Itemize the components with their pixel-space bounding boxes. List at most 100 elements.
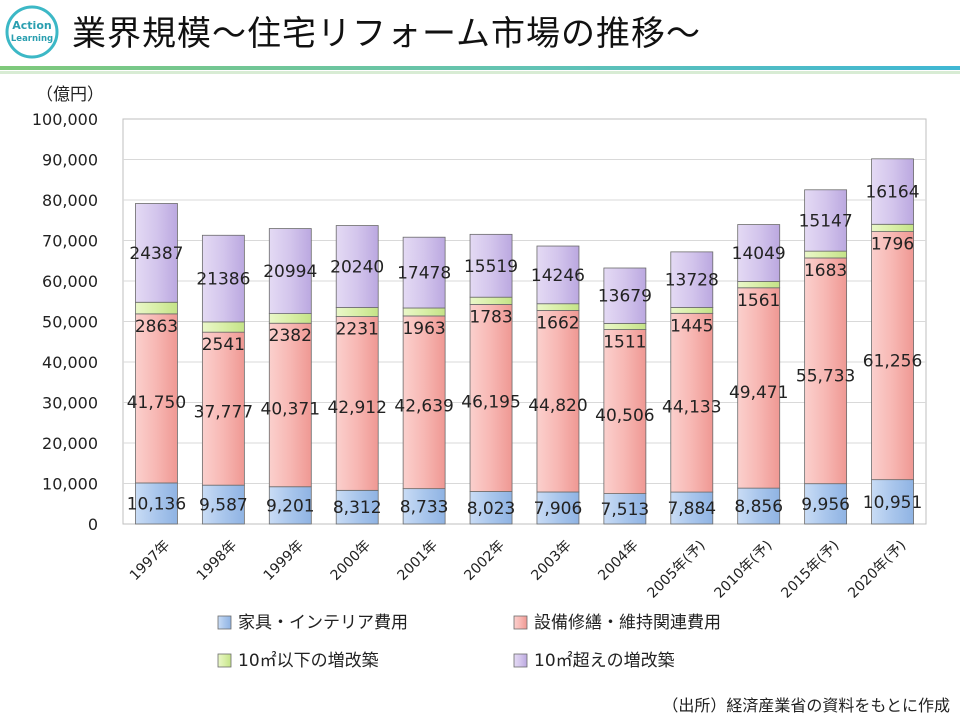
data-label: 1963 [402,319,445,339]
x-tick-label: 1998年 [194,538,240,584]
bar-segment [871,158,914,225]
bar-stack: 10,951 61,256 1796 16164 [863,158,922,525]
x-tick-label: 2001年 [395,538,441,584]
data-label: 8,856 [734,497,783,517]
bar-segment [201,321,245,333]
bar-segment [335,225,379,308]
y-tick-label: 10,000 [42,475,98,494]
data-label: 1561 [737,291,780,311]
bar-segment [135,313,178,484]
data-label: 7,513 [601,500,650,520]
bar-segment [135,301,178,315]
data-label: 10,951 [863,493,922,513]
data-label: 1783 [469,307,512,327]
gridlines [123,159,926,484]
x-tick-label: 2010年(予) [711,538,775,602]
bar-segment [335,307,379,317]
renovation-market-chart: （億円） 0 10,000 20,000 30,000 40,000 50,000 60,0… [32,85,927,671]
data-label: 42,639 [394,397,453,417]
data-label: 24387 [129,244,183,264]
data-label: 7,884 [667,499,716,519]
bar-segment [603,323,647,330]
bar-segment [469,296,513,305]
bar-segment [804,189,848,252]
data-label: 41,750 [127,393,186,413]
bar-stack: 7,513 40,506 1511 13679 [595,267,655,525]
bar-segment [603,267,647,324]
bar-segment [670,251,714,308]
data-label: 1683 [804,261,847,281]
data-label: 8,312 [333,498,382,518]
bar-segment [670,491,714,525]
y-unit-label: （億円） [36,85,104,105]
data-label: 1662 [536,313,579,333]
data-label: 21386 [196,270,250,290]
data-label: 20994 [263,262,317,282]
bar-segment [804,257,848,485]
x-tick-label: 1997年 [127,538,173,584]
data-label: 15147 [799,211,853,231]
bar-stack: 9,956 55,733 1683 15147 [796,189,855,525]
bar-segment [135,482,178,525]
legend-item: 設備修繕・維持関連費用 [513,613,721,633]
legend-swatch [217,615,232,630]
x-tick-label: 2000年 [328,538,374,584]
x-axis: 1997年 1998年 1999年 2000年 2001年 2002年 2003年 2004年… [127,538,909,602]
legend-swatch [513,653,528,668]
x-tick-label: 2003年 [528,538,574,584]
action-learning-logo: Action Learning [5,5,59,59]
bar-segment [536,491,580,525]
data-label: 1445 [670,316,713,336]
data-label: 8,023 [467,499,516,519]
data-label: 61,256 [863,352,922,372]
x-tick-label: 2020年(予) [845,538,909,602]
bar-segment [536,303,580,311]
x-tick-label: 2002年 [461,538,507,584]
title-underline [0,66,960,74]
bar-segment [469,304,513,492]
bar-segment [536,245,580,305]
bar-segment [804,483,848,525]
data-label: 9,201 [266,496,315,516]
bar-segment [737,487,781,525]
legend-item: 家具・インテリア費用 [217,613,408,633]
bar-stack: 9,587 37,777 2541 21386 [194,234,253,525]
data-label: 46,195 [461,393,520,413]
bar-segment [268,313,312,324]
x-tick-label: 1999年 [261,538,307,584]
legend-swatch [217,653,232,668]
bar-segment [670,307,714,314]
bar-segment [201,484,245,525]
data-label: 13679 [598,287,652,307]
bar-stack: 8,733 42,639 1963 17478 [394,236,454,525]
bar-segment [268,322,312,488]
data-label: 55,733 [796,366,855,386]
data-label: 2541 [202,335,245,355]
bar-segment [603,329,647,494]
data-label: 10,136 [127,494,186,514]
legend-label: 設備修繕・維持関連費用 [534,613,721,633]
bar-segment [402,307,446,317]
bar-segment [201,331,245,486]
data-label: 13728 [665,271,719,291]
legend-label: 家具・インテリア費用 [238,613,408,633]
bar-segment [871,231,914,481]
y-tick-label: 50,000 [42,313,98,332]
bar-segment [871,223,914,232]
y-tick-label: 0 [88,515,98,534]
data-label: 1511 [603,333,646,353]
data-label: 42,912 [327,398,386,418]
bar-segment [737,281,781,289]
bar-segment [201,234,245,323]
bar-stack: 8,856 49,471 1561 14049 [729,224,788,525]
bar-segment [871,479,914,525]
y-tick-label: 90,000 [42,151,98,170]
legend-label: 10㎡超えの増改築 [534,651,675,671]
x-tick-label: 2015年(予) [778,538,842,602]
bar-segment [603,493,647,525]
legend-item: 10㎡超えの増改築 [513,651,675,671]
legend-swatch [513,615,528,630]
data-label: 40,371 [261,399,320,419]
bar-segment [804,250,848,259]
bar-segment [737,287,781,489]
